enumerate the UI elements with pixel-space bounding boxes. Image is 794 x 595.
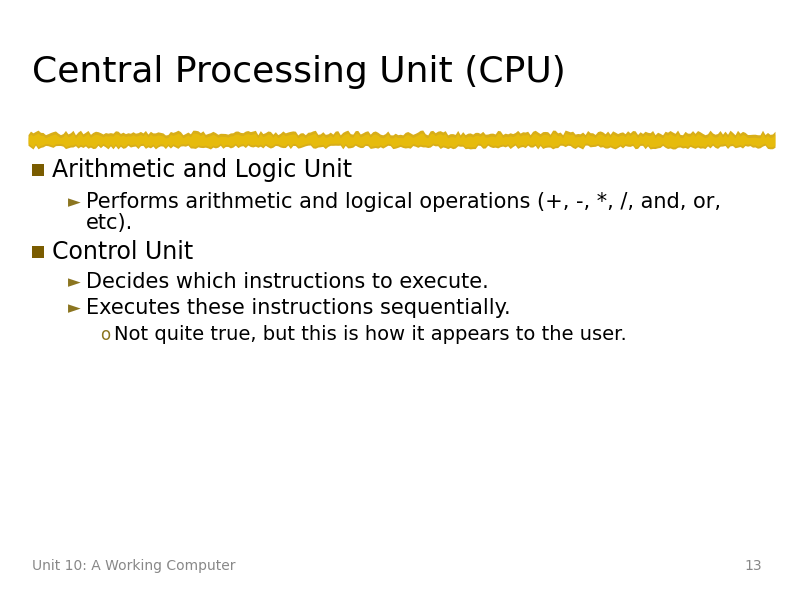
Text: ►: ►	[68, 273, 81, 291]
FancyBboxPatch shape	[32, 164, 44, 176]
Text: Arithmetic and Logic Unit: Arithmetic and Logic Unit	[52, 158, 352, 182]
Text: o: o	[100, 326, 110, 344]
Text: Central Processing Unit (CPU): Central Processing Unit (CPU)	[32, 55, 566, 89]
Text: Decides which instructions to execute.: Decides which instructions to execute.	[86, 272, 489, 292]
Text: etc).: etc).	[86, 213, 133, 233]
Text: ►: ►	[68, 193, 81, 211]
FancyBboxPatch shape	[32, 246, 44, 258]
Text: ►: ►	[68, 299, 81, 317]
Text: Control Unit: Control Unit	[52, 240, 193, 264]
Text: Executes these instructions sequentially.: Executes these instructions sequentially…	[86, 298, 511, 318]
Text: Not quite true, but this is how it appears to the user.: Not quite true, but this is how it appea…	[114, 325, 626, 345]
Text: Unit 10: A Working Computer: Unit 10: A Working Computer	[32, 559, 236, 573]
Text: Performs arithmetic and logical operations (+, -, *, /, and, or,: Performs arithmetic and logical operatio…	[86, 192, 721, 212]
Text: 13: 13	[745, 559, 762, 573]
